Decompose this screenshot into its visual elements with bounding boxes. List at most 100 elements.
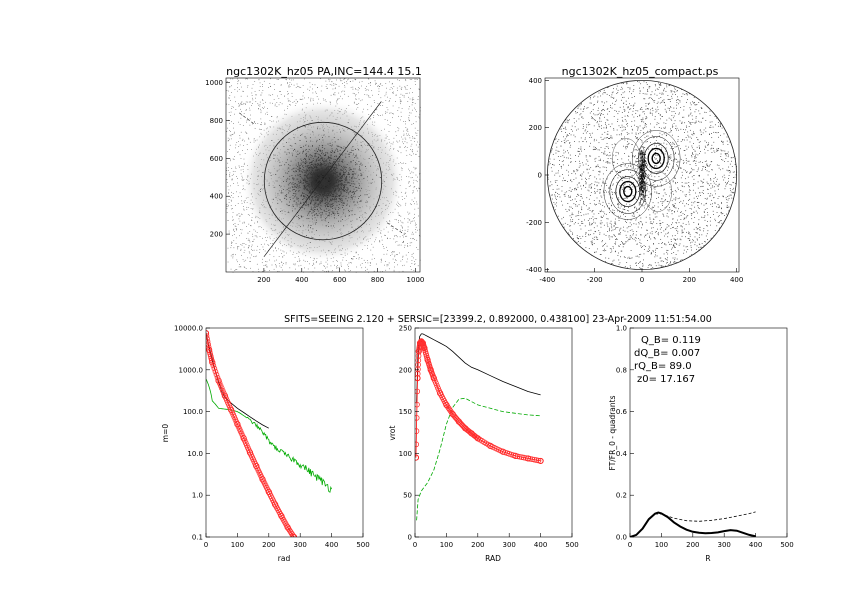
image-map-noise-point [408,181,410,183]
image-map-noise-point [330,265,332,267]
galaxy-pixel [341,204,343,206]
galaxy-pixel [334,151,336,153]
galaxy-pixel [322,188,324,190]
image-map-noise-point [397,244,399,246]
galaxy-pixel [320,186,322,188]
galaxy-pixel [325,199,326,201]
image-map-noise-point [379,241,380,242]
galaxy-pixel [312,207,314,209]
image-map-noise-point [415,84,416,85]
galaxy-pixel [356,186,357,188]
galaxy-pixel [343,190,345,192]
image-map-noise-point [281,253,282,254]
image-map-noise-point [366,94,368,96]
galaxy-pixel [331,193,332,194]
galaxy-pixel [307,205,309,207]
image-map-noise-point [344,269,345,271]
image-map-noise-point [248,138,250,140]
galaxy-pixel [304,178,306,180]
galaxy-pixel [323,194,324,195]
image-map-noise-point [227,261,229,263]
galaxy-pixel [289,205,290,206]
galaxy-pixel [305,176,307,178]
galaxy-pixel [327,166,329,168]
galaxy-pixel [303,188,305,190]
galaxy-pixel [328,209,330,211]
galaxy-pixel [333,177,335,179]
image-map-noise-point [382,114,383,116]
image-map-noise-point [378,90,380,92]
image-map-noise-point [405,254,407,256]
image-map-noise-point [394,262,395,263]
image-map-noise-point [262,246,264,248]
image-map-noise-point [233,247,235,249]
galaxy-pixel [333,183,335,185]
galaxy-pixel [351,177,353,179]
image-map-noise-point [299,98,301,100]
image-map-noise-point [240,250,242,251]
image-map-noise-point [417,146,419,148]
galaxy-pixel [324,185,326,187]
galaxy-pixel [312,187,314,189]
galaxy-pixel [315,194,317,196]
galaxy-pixel [306,172,307,174]
galaxy-pixel [324,198,326,200]
galaxy-pixel [302,196,304,198]
galaxy-pixel [331,198,333,200]
image-map-noise-point [408,186,410,187]
galaxy-pixel [328,222,329,223]
galaxy-pixel [316,199,318,201]
image-map-noise-point [341,266,342,267]
image-map-noise-point [410,185,411,187]
image-map-noise-point [255,101,257,103]
image-map-noise-point [248,137,249,139]
galaxy-pixel [320,185,322,187]
galaxy-pixel [333,188,334,189]
galaxy-pixel [334,170,336,172]
galaxy-pixel [350,161,351,163]
galaxy-pixel [302,150,304,152]
image-map-noise-point [374,111,375,113]
galaxy-pixel [347,190,348,192]
image-map-noise-point [403,135,405,136]
galaxy-pixel [327,175,329,177]
galaxy-pixel [338,195,340,197]
galaxy-pixel [307,195,309,197]
image-map-noise-point [231,241,232,243]
galaxy-pixel [339,183,341,185]
galaxy-pixel [318,179,320,181]
galaxy-pixel [311,155,313,157]
galaxy-pixel [342,154,344,156]
galaxy-pixel [351,174,353,175]
image-map-noise-point [410,155,412,156]
image-map-noise-point [230,160,231,162]
galaxy-pixel [304,179,306,181]
image-map-noise-point [377,86,379,87]
galaxy-pixel [334,172,336,174]
galaxy-pixel [318,181,320,183]
galaxy-pixel [334,196,336,198]
image-map-noise-point [358,258,360,260]
galaxy-pixel [322,195,324,197]
galaxy-pixel [313,172,314,173]
galaxy-pixel [343,187,345,189]
galaxy-pixel [345,189,347,191]
image-map-noise-point [240,108,241,110]
image-map-noise-point [335,84,337,85]
image-map-noise-point [281,103,283,105]
image-map-noise-point [361,267,363,269]
galaxy-pixel [343,129,345,131]
galaxy-pixel [347,189,349,191]
galaxy-pixel [331,174,333,176]
galaxy-pixel [309,198,310,200]
galaxy-pixel [332,190,333,192]
image-map-noise-point [232,212,234,213]
galaxy-pixel [309,167,311,169]
image-map-noise-point [252,241,253,242]
galaxy-pixel [327,187,329,189]
image-map-noise-point [398,80,400,81]
image-map-noise-point [274,260,276,262]
image-map-noise-point [395,101,396,102]
image-map-noise-point [418,187,420,189]
image-map-noise-point [375,83,376,85]
